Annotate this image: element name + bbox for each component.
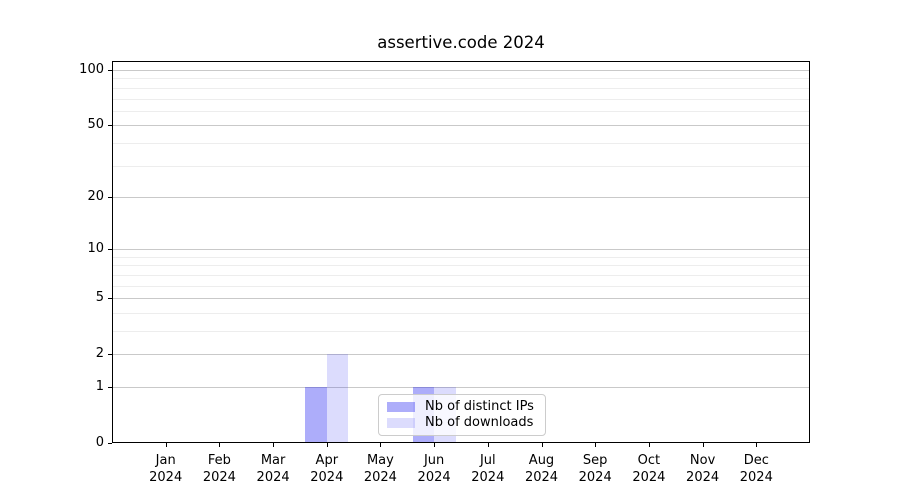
x-axis-tick: [756, 443, 758, 447]
minor-gridline: [112, 265, 810, 267]
x-axis-tick-label: Mar 2024: [256, 453, 290, 485]
legend-item-distinct-ips: Nb of distinct IPs: [387, 400, 537, 414]
minor-gridline: [112, 87, 810, 89]
legend-label-downloads: Nb of downloads: [425, 415, 534, 430]
y-axis-tick-label: 1: [95, 379, 104, 394]
x-axis-tick: [595, 443, 597, 447]
y-axis-tick-label: 0: [95, 435, 104, 450]
legend: Nb of distinct IPs Nb of downloads: [378, 394, 546, 436]
minor-gridline: [112, 331, 810, 332]
minor-gridline: [112, 98, 810, 100]
x-axis-tick: [434, 443, 436, 447]
x-axis-tick: [219, 443, 221, 447]
minor-gridline: [112, 110, 810, 112]
minor-gridline: [112, 256, 810, 258]
y-axis-tick: [108, 387, 112, 388]
x-axis-tick: [487, 443, 489, 447]
y-axis-tick: [108, 125, 112, 127]
x-axis-tick-label: Feb 2024: [202, 453, 236, 485]
minor-gridline: [112, 274, 810, 276]
minor-gridline: [112, 312, 810, 314]
x-axis-tick: [165, 443, 167, 447]
y-axis-tick: [108, 443, 112, 444]
legend-item-downloads: Nb of downloads: [387, 416, 537, 430]
y-axis-tick-label: 10: [87, 241, 104, 257]
x-axis-tick-label: Jul 2024: [471, 453, 505, 485]
minor-gridline: [112, 165, 810, 167]
y-axis-tick: [108, 354, 112, 356]
y-axis-tick-label: 50: [87, 117, 104, 133]
x-axis-tick-label: Aug 2024: [524, 453, 559, 485]
minor-gridline: [112, 78, 810, 80]
plot-area: [112, 61, 810, 443]
y-axis-tick-label: 20: [87, 188, 104, 204]
major-gridline: [112, 249, 810, 251]
minor-gridline: [112, 142, 810, 144]
x-axis-tick-label: Nov 2024: [686, 453, 720, 485]
y-axis-tick-label: 100: [79, 62, 104, 77]
major-gridline: [112, 125, 810, 127]
x-axis-tick: [541, 443, 543, 447]
y-axis-tick-label: 2: [95, 346, 104, 362]
x-axis-tick: [702, 443, 704, 447]
major-gridline: [112, 354, 810, 356]
major-gridline: [112, 298, 810, 300]
y-axis-tick-label: 5: [95, 290, 104, 306]
minor-gridline: [112, 285, 810, 287]
y-axis-tick: [108, 196, 112, 198]
y-axis-tick: [108, 298, 112, 300]
y-axis-tick: [108, 70, 112, 71]
x-axis-tick-label: Jan 2024: [149, 453, 183, 485]
x-axis-tick: [326, 443, 328, 447]
x-axis-tick: [273, 443, 275, 447]
x-axis-tick-label: Jun 2024: [417, 453, 451, 485]
x-axis-tick-label: Dec 2024: [739, 453, 773, 485]
bar-apr-series1: [326, 354, 349, 443]
x-axis-tick-label: Apr 2024: [310, 453, 344, 485]
x-axis-tick-label: Oct 2024: [632, 453, 666, 485]
major-gridline: [112, 387, 810, 388]
x-axis-tick-label: May 2024: [363, 453, 397, 485]
major-gridline: [112, 70, 810, 71]
x-axis-tick: [648, 443, 650, 447]
legend-swatch-downloads-icon: [387, 418, 415, 428]
bar-apr-series0: [305, 387, 327, 443]
x-axis-tick: [380, 443, 382, 447]
legend-swatch-distinct-ips-icon: [387, 402, 415, 412]
y-axis-tick: [108, 249, 112, 251]
legend-label-distinct-ips: Nb of distinct IPs: [425, 399, 534, 414]
major-gridline: [112, 196, 810, 198]
x-axis-tick-label: Sep 2024: [578, 453, 612, 485]
chart-title: assertive.code 2024: [377, 33, 545, 52]
